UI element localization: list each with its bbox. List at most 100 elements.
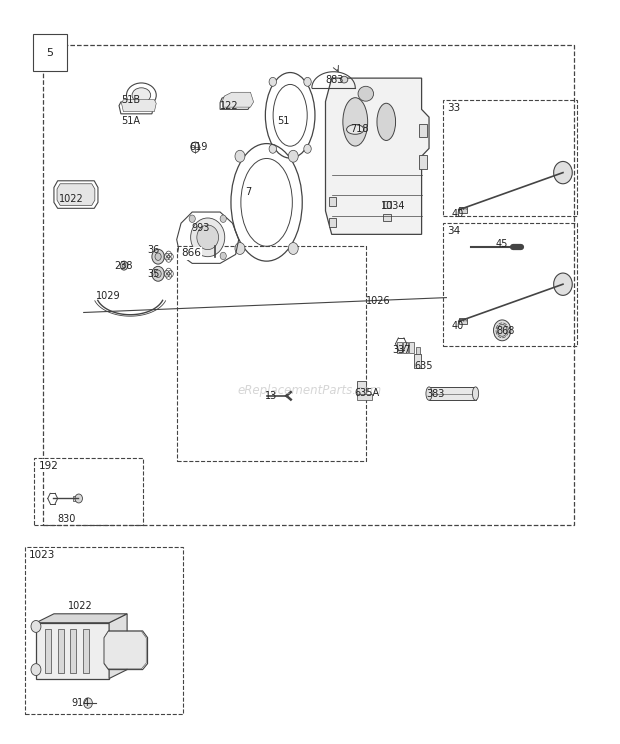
Text: 51A: 51A: [121, 115, 140, 126]
Text: 993: 993: [191, 223, 210, 234]
Text: eReplacementParts.com: eReplacementParts.com: [238, 384, 382, 397]
Text: 122: 122: [220, 100, 239, 111]
Bar: [45, 629, 51, 673]
Circle shape: [84, 698, 92, 708]
Circle shape: [304, 144, 311, 153]
Circle shape: [31, 664, 41, 676]
Ellipse shape: [197, 225, 219, 249]
Ellipse shape: [155, 253, 161, 260]
Text: 1029: 1029: [96, 291, 121, 301]
Circle shape: [220, 252, 226, 260]
Ellipse shape: [554, 161, 572, 184]
Bar: [329, 217, 336, 226]
Bar: [58, 629, 64, 673]
Circle shape: [304, 77, 311, 86]
Bar: [356, 394, 372, 400]
Bar: [403, 342, 408, 353]
Text: 34: 34: [448, 226, 461, 236]
Text: 51: 51: [277, 115, 290, 126]
Circle shape: [31, 620, 41, 632]
Polygon shape: [459, 318, 467, 324]
Text: 1022: 1022: [59, 193, 84, 204]
Text: 1026: 1026: [366, 296, 391, 307]
Ellipse shape: [494, 320, 511, 341]
Bar: [383, 214, 391, 221]
Ellipse shape: [190, 218, 225, 257]
Text: 635A: 635A: [355, 388, 380, 398]
Circle shape: [189, 215, 195, 222]
Text: 40: 40: [451, 321, 464, 331]
Ellipse shape: [343, 97, 368, 146]
Text: 718: 718: [350, 124, 369, 135]
Text: 830: 830: [57, 513, 76, 524]
Ellipse shape: [426, 387, 432, 400]
Polygon shape: [326, 78, 429, 234]
Polygon shape: [459, 207, 467, 213]
Text: 36: 36: [148, 245, 160, 255]
Bar: [414, 354, 421, 368]
Text: 5: 5: [46, 48, 53, 57]
Text: 51B: 51B: [121, 95, 140, 106]
Text: 13: 13: [265, 391, 278, 401]
Text: 33: 33: [448, 103, 461, 113]
Text: 238: 238: [115, 260, 133, 271]
Polygon shape: [57, 184, 95, 205]
Text: 866: 866: [181, 248, 201, 258]
Bar: [83, 629, 89, 673]
Polygon shape: [36, 614, 127, 623]
Circle shape: [269, 144, 277, 153]
Bar: [397, 342, 402, 353]
Text: 883: 883: [326, 75, 344, 86]
Text: 914: 914: [71, 698, 90, 708]
Bar: [383, 201, 391, 208]
Circle shape: [189, 252, 195, 260]
Text: 45: 45: [496, 239, 508, 249]
Ellipse shape: [132, 88, 151, 103]
Bar: [418, 124, 427, 138]
Bar: [73, 496, 80, 501]
Text: 40: 40: [451, 209, 464, 219]
Ellipse shape: [358, 86, 374, 101]
Text: 619: 619: [189, 142, 208, 153]
Polygon shape: [223, 92, 254, 107]
Ellipse shape: [120, 261, 128, 270]
Text: 1022: 1022: [68, 601, 93, 612]
Text: 192: 192: [38, 461, 58, 470]
Circle shape: [288, 150, 298, 162]
Bar: [70, 629, 76, 673]
Bar: [416, 347, 420, 354]
Ellipse shape: [155, 270, 161, 278]
Circle shape: [75, 494, 82, 503]
Ellipse shape: [122, 263, 126, 268]
Text: 1023: 1023: [29, 550, 56, 559]
Ellipse shape: [152, 249, 164, 264]
Polygon shape: [104, 632, 146, 669]
Ellipse shape: [152, 266, 164, 281]
Bar: [429, 387, 476, 400]
Ellipse shape: [497, 324, 507, 336]
Bar: [36, 623, 109, 679]
Polygon shape: [109, 614, 127, 679]
Text: 868: 868: [496, 326, 515, 336]
Bar: [409, 342, 414, 353]
Circle shape: [220, 215, 226, 222]
Polygon shape: [122, 100, 156, 112]
Text: 635: 635: [414, 361, 433, 371]
Bar: [418, 155, 427, 169]
Circle shape: [235, 150, 245, 162]
Ellipse shape: [554, 273, 572, 295]
Text: 383: 383: [427, 389, 445, 400]
Ellipse shape: [340, 76, 348, 83]
Circle shape: [288, 243, 298, 254]
Ellipse shape: [472, 387, 479, 400]
Circle shape: [235, 243, 245, 254]
Ellipse shape: [347, 124, 364, 134]
Ellipse shape: [377, 103, 396, 141]
Bar: [329, 197, 336, 206]
Text: 7: 7: [245, 187, 251, 197]
Bar: [356, 381, 366, 396]
Text: 1034: 1034: [381, 201, 406, 211]
Circle shape: [269, 77, 277, 86]
Text: 337: 337: [392, 344, 410, 355]
Text: 35: 35: [148, 269, 160, 279]
